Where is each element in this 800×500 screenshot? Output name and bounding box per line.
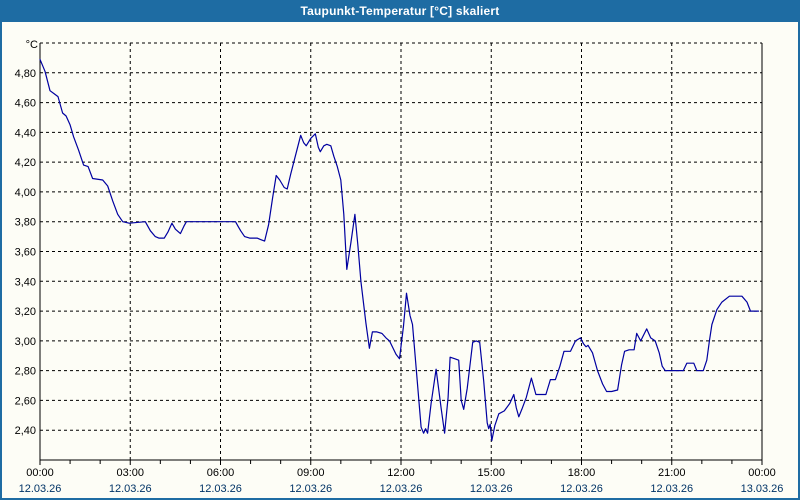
y-tick-label: 3,40 [15, 276, 36, 288]
y-tick-label: 2,40 [15, 425, 36, 437]
x-tick-time-label: 15:00 [477, 467, 505, 479]
y-tick-label: 3,80 [15, 217, 36, 229]
temperature-line [39, 58, 760, 442]
x-tick-date-label: 12.03.26 [470, 483, 513, 495]
x-tick-date-label: 12.03.26 [650, 483, 693, 495]
x-tick-date-label: 12.03.26 [109, 483, 152, 495]
x-tick-time-label: 00:00 [748, 467, 776, 479]
x-tick-date-label: 12.03.26 [380, 483, 423, 495]
x-tick-date-label: 12.03.26 [199, 483, 242, 495]
x-tick-time-label: 21:00 [658, 467, 686, 479]
y-tick-label: 4,80 [15, 68, 36, 80]
y-tick-label: 2,60 [15, 395, 36, 407]
x-tick-time-label: 09:00 [297, 467, 325, 479]
x-tick-time-label: 00:00 [26, 467, 54, 479]
series [39, 58, 760, 442]
y-tick-label: 3,60 [15, 247, 36, 259]
x-tick-date-label: 12.03.26 [19, 483, 62, 495]
x-tick-date-label: 12.03.26 [560, 483, 603, 495]
x-tick-time-label: 03:00 [116, 467, 144, 479]
y-tick-label: 3,20 [15, 306, 36, 318]
axis-ticks [39, 460, 763, 465]
window-title: Taupunkt-Temperatur [°C] skaliert [300, 4, 500, 18]
x-tick-time-label: 12:00 [387, 467, 415, 479]
x-tick-date-label: 13.03.26 [741, 483, 784, 495]
axis-labels: 4,80 4,60 4,40 4,20 4,00 3,80 3,60 3,40 3,20 3,00… [15, 39, 784, 495]
y-tick-label: 4,40 [15, 127, 36, 139]
x-tick-date-label: 12.03.26 [289, 483, 332, 495]
x-tick-time-label: 06:00 [207, 467, 235, 479]
y-tick-label: 2,80 [15, 366, 36, 378]
y-axis-unit-label: °C [26, 39, 38, 51]
y-tick-label: 3,00 [15, 336, 36, 348]
y-tick-label: 4,20 [15, 157, 36, 169]
y-tick-label: 4,00 [15, 187, 36, 199]
gridlines [40, 42, 762, 460]
y-tick-label: 4,60 [15, 98, 36, 110]
window-titlebar[interactable]: Taupunkt-Temperatur [°C] skaliert [0, 0, 800, 22]
x-tick-time-label: 18:00 [568, 467, 596, 479]
